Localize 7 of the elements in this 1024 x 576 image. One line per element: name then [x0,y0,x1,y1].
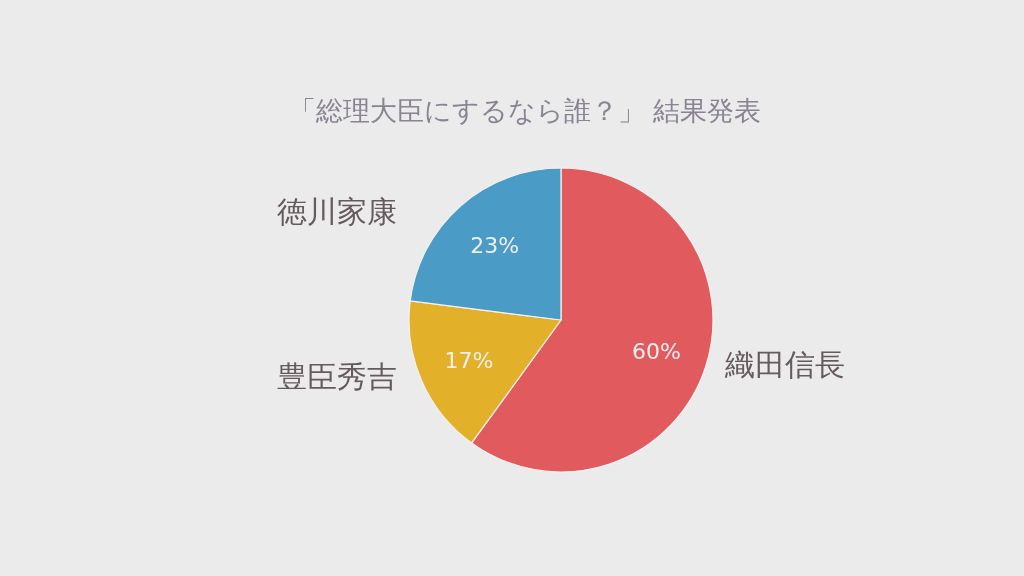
slice-label: 織田信長 [724,346,845,382]
chart-title: 「総理大臣にするなら誰？」 結果発表 [288,95,762,126]
slice-label: 徳川家康 [277,193,397,229]
data-label: 17% [444,347,494,373]
data-label: 60% [631,339,681,364]
data-label: 23% [470,232,520,258]
slice-label: 豊臣秀吉 [277,359,397,395]
